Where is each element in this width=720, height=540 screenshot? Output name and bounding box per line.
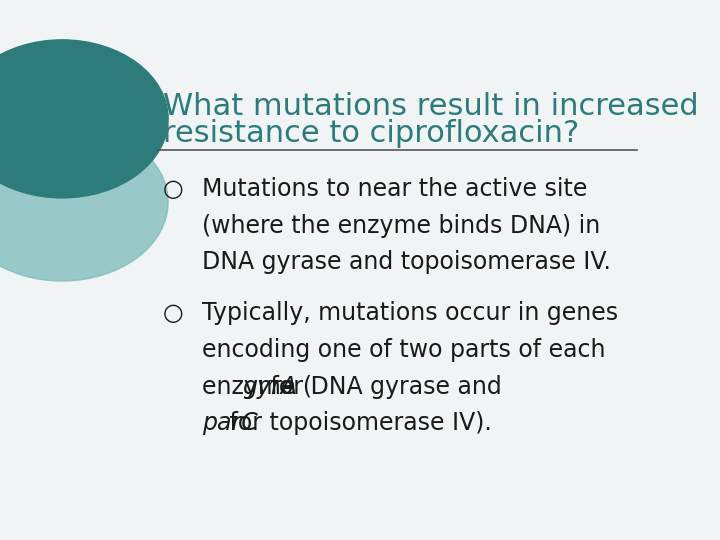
Text: DNA gyrase and topoisomerase IV.: DNA gyrase and topoisomerase IV. [202, 250, 611, 274]
Text: Mutations to near the active site: Mutations to near the active site [202, 177, 587, 201]
Text: parC: parC [202, 411, 257, 435]
Text: encoding one of two parts of each: encoding one of two parts of each [202, 338, 605, 362]
Circle shape [0, 123, 168, 281]
Text: What mutations result in increased: What mutations result in increased [163, 92, 698, 121]
Text: ○: ○ [163, 301, 183, 326]
Text: (where the enzyme binds DNA) in: (where the enzyme binds DNA) in [202, 214, 600, 238]
Text: Typically, mutations occur in genes: Typically, mutations occur in genes [202, 301, 618, 326]
Text: for topoisomerase IV).: for topoisomerase IV). [222, 411, 492, 435]
Text: resistance to ciprofloxacin?: resistance to ciprofloxacin? [163, 119, 579, 148]
Text: for DNA gyrase and: for DNA gyrase and [264, 375, 502, 399]
Text: ○: ○ [163, 177, 183, 201]
Text: gyrA: gyrA [243, 375, 297, 399]
Circle shape [0, 40, 168, 198]
Text: enzyme (: enzyme ( [202, 375, 312, 399]
